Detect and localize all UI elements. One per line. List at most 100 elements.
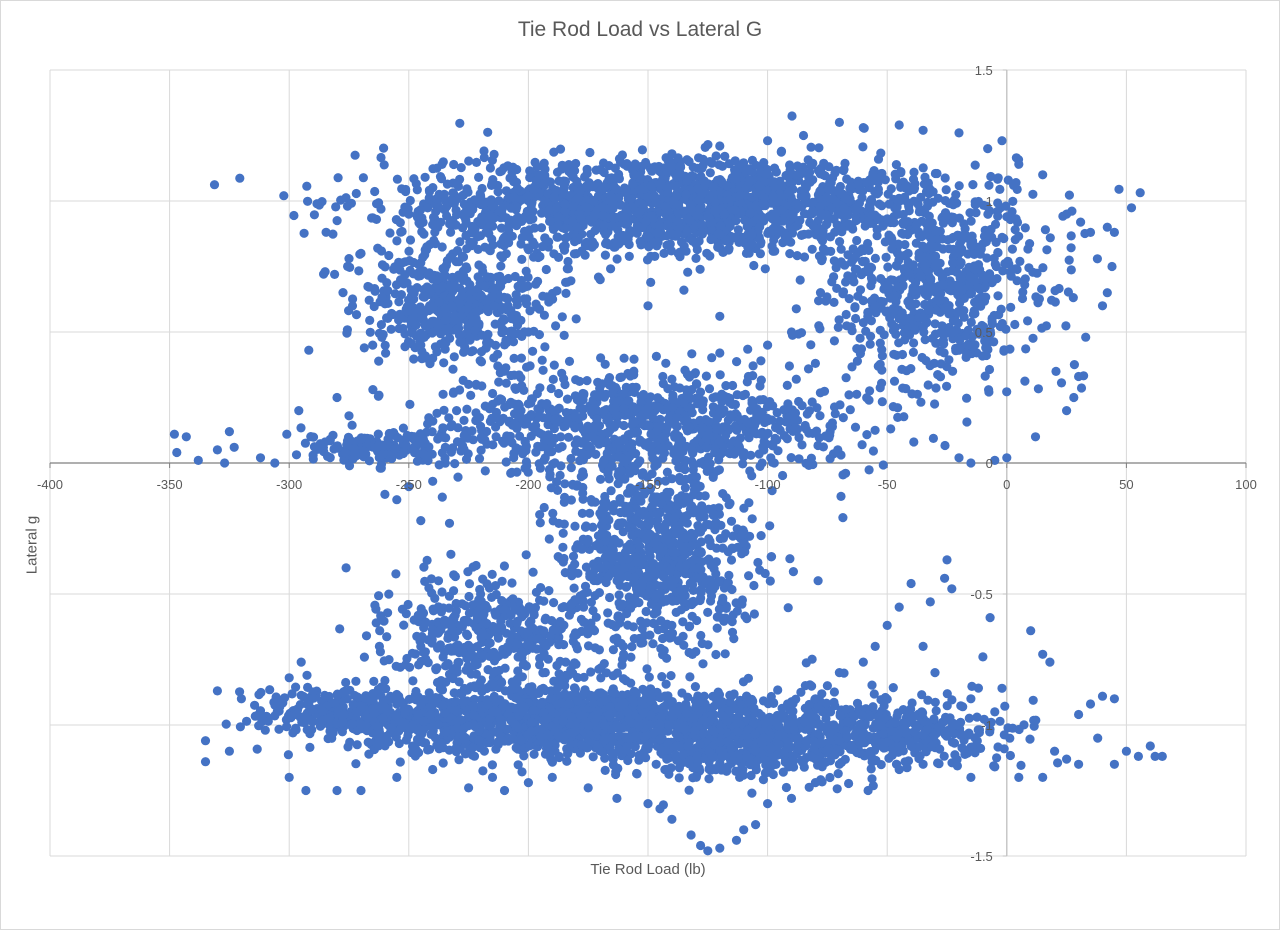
data-point bbox=[853, 176, 863, 186]
data-point bbox=[687, 204, 697, 214]
data-point bbox=[536, 223, 547, 233]
data-point bbox=[771, 167, 782, 177]
data-point bbox=[756, 531, 766, 541]
data-point bbox=[510, 315, 521, 325]
data-point bbox=[896, 251, 906, 261]
data-point bbox=[802, 409, 812, 419]
data-point bbox=[475, 356, 485, 366]
data-point bbox=[543, 654, 553, 664]
data-point bbox=[437, 159, 447, 169]
data-point bbox=[829, 336, 840, 346]
data-point bbox=[747, 514, 757, 524]
data-point bbox=[948, 366, 958, 376]
data-point bbox=[930, 319, 940, 329]
data-point bbox=[377, 292, 387, 302]
data-point bbox=[993, 291, 1003, 301]
data-point bbox=[535, 383, 545, 393]
data-point bbox=[886, 424, 896, 434]
data-point bbox=[489, 353, 499, 363]
data-point bbox=[973, 196, 984, 207]
data-point bbox=[476, 218, 487, 228]
data-point bbox=[728, 610, 738, 620]
data-point bbox=[641, 157, 651, 168]
data-point bbox=[719, 209, 730, 219]
data-point bbox=[401, 186, 411, 197]
data-point bbox=[447, 272, 458, 282]
data-point bbox=[438, 389, 448, 399]
data-point bbox=[659, 248, 669, 258]
data-point bbox=[898, 383, 908, 393]
data-point bbox=[806, 161, 817, 171]
data-point bbox=[635, 456, 645, 466]
data-point bbox=[370, 186, 380, 197]
data-point bbox=[596, 474, 606, 484]
data-point bbox=[549, 192, 559, 203]
data-point bbox=[1025, 239, 1035, 249]
data-point bbox=[442, 256, 452, 266]
data-point bbox=[691, 472, 702, 482]
data-point bbox=[715, 403, 725, 414]
data-point bbox=[466, 286, 477, 296]
data-point bbox=[643, 232, 654, 242]
data-point bbox=[367, 213, 377, 223]
data-point bbox=[692, 483, 702, 493]
data-point bbox=[881, 307, 891, 317]
data-point bbox=[1126, 203, 1137, 213]
data-point bbox=[898, 209, 908, 220]
data-point bbox=[585, 508, 595, 518]
data-point bbox=[448, 364, 458, 374]
data-point bbox=[758, 442, 768, 452]
data-point bbox=[338, 288, 348, 298]
data-point bbox=[511, 384, 521, 394]
data-point bbox=[790, 408, 801, 418]
data-point bbox=[451, 220, 461, 230]
data-point bbox=[782, 380, 792, 390]
data-point bbox=[369, 301, 379, 312]
data-point bbox=[783, 236, 793, 246]
data-point bbox=[879, 330, 889, 340]
data-point bbox=[621, 382, 631, 392]
data-point bbox=[416, 205, 426, 215]
data-point bbox=[765, 576, 775, 586]
data-point bbox=[696, 171, 706, 182]
data-point bbox=[430, 239, 440, 249]
data-point bbox=[485, 163, 495, 173]
data-point bbox=[838, 513, 848, 523]
data-point bbox=[698, 399, 708, 409]
data-point bbox=[646, 181, 656, 191]
data-point bbox=[838, 470, 848, 480]
data-point bbox=[392, 236, 402, 246]
data-point bbox=[599, 392, 610, 402]
data-point bbox=[528, 346, 538, 356]
data-point bbox=[619, 404, 629, 414]
data-point bbox=[423, 419, 433, 429]
data-point bbox=[909, 184, 919, 195]
data-point bbox=[729, 233, 739, 243]
data-point bbox=[931, 383, 941, 393]
data-point bbox=[611, 184, 622, 194]
data-point bbox=[857, 440, 867, 450]
data-point bbox=[610, 403, 621, 413]
data-point bbox=[681, 560, 692, 570]
data-point bbox=[1066, 265, 1076, 275]
data-point bbox=[449, 315, 460, 325]
chart-title: Tie Rod Load vs Lateral G bbox=[517, 18, 763, 41]
data-point bbox=[549, 249, 559, 259]
data-point bbox=[940, 440, 950, 451]
data-point bbox=[836, 491, 846, 501]
data-point bbox=[741, 165, 751, 176]
data-point bbox=[959, 219, 969, 229]
data-point bbox=[745, 218, 755, 228]
data-point bbox=[363, 281, 373, 292]
data-point bbox=[377, 273, 387, 283]
data-point bbox=[918, 163, 928, 173]
data-point bbox=[1002, 387, 1012, 397]
data-point bbox=[656, 178, 666, 188]
data-point bbox=[876, 148, 886, 158]
data-point bbox=[488, 240, 498, 250]
data-point bbox=[325, 453, 335, 463]
data-point bbox=[457, 291, 467, 301]
data-point bbox=[622, 609, 632, 619]
data-point bbox=[564, 356, 575, 366]
data-point bbox=[640, 440, 650, 450]
